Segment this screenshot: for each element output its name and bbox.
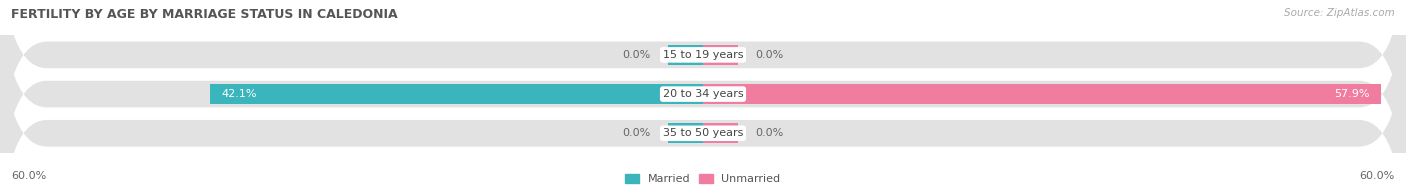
Bar <box>703 123 738 143</box>
Text: 60.0%: 60.0% <box>1360 171 1395 181</box>
Text: 15 to 19 years: 15 to 19 years <box>662 50 744 60</box>
Text: 42.1%: 42.1% <box>222 89 257 99</box>
Text: 35 to 50 years: 35 to 50 years <box>662 128 744 138</box>
Bar <box>703 84 1381 104</box>
Text: 57.9%: 57.9% <box>1334 89 1369 99</box>
Text: 60.0%: 60.0% <box>11 171 46 181</box>
Bar <box>668 45 703 65</box>
Text: 20 to 34 years: 20 to 34 years <box>662 89 744 99</box>
Bar <box>209 84 703 104</box>
Legend: Married, Unmarried: Married, Unmarried <box>621 169 785 189</box>
Text: 0.0%: 0.0% <box>756 50 785 60</box>
Bar <box>668 123 703 143</box>
Text: 0.0%: 0.0% <box>621 50 650 60</box>
Text: 0.0%: 0.0% <box>756 128 785 138</box>
Bar <box>703 45 738 65</box>
Text: 0.0%: 0.0% <box>621 128 650 138</box>
Text: Source: ZipAtlas.com: Source: ZipAtlas.com <box>1284 8 1395 18</box>
Text: FERTILITY BY AGE BY MARRIAGE STATUS IN CALEDONIA: FERTILITY BY AGE BY MARRIAGE STATUS IN C… <box>11 8 398 21</box>
